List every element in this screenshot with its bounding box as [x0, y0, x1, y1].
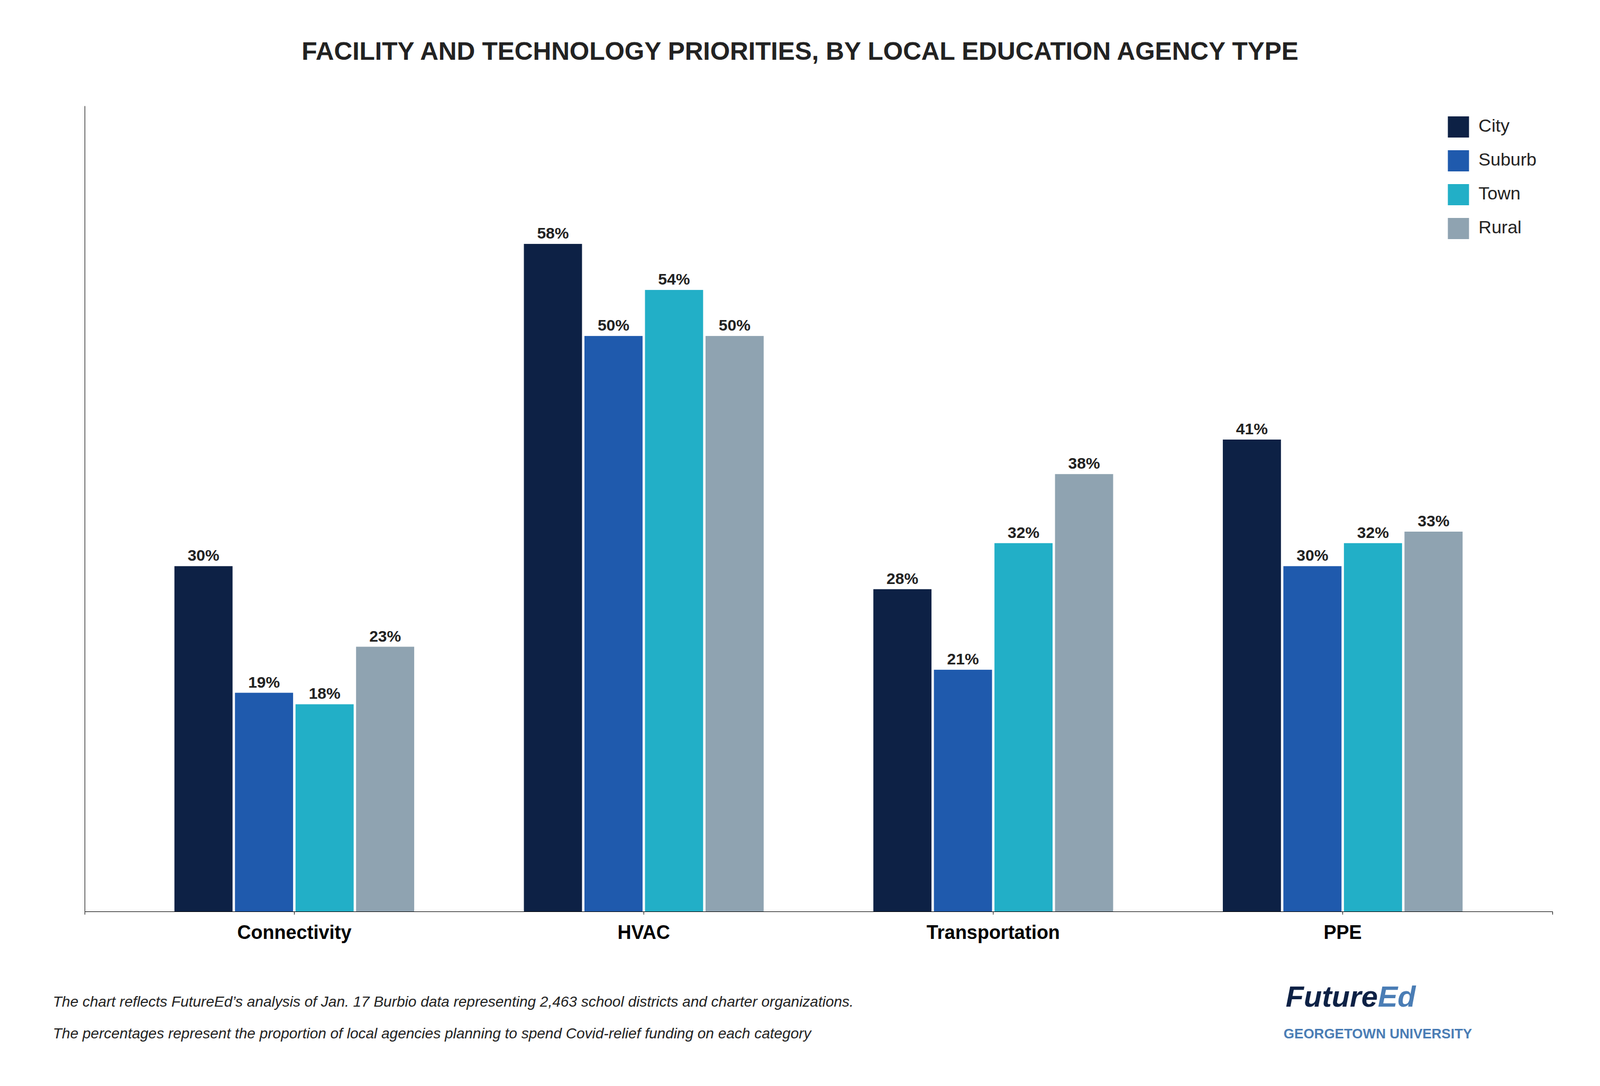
legend-item: Suburb	[1447, 149, 1537, 172]
bar	[234, 692, 294, 912]
x-tick-mark	[1342, 911, 1343, 915]
legend-item: Rural	[1447, 216, 1522, 240]
data-label: 50%	[597, 316, 630, 334]
data-label: 58%	[536, 224, 569, 242]
bar	[584, 335, 643, 912]
y-axis	[84, 106, 86, 912]
legend-swatch	[1447, 150, 1469, 172]
x-tick-mark	[294, 911, 295, 915]
bar	[1344, 543, 1403, 912]
bar-series	[174, 243, 1282, 912]
bar-series	[295, 289, 1403, 912]
x-tick: Transportation	[926, 911, 1060, 944]
data-label: 21%	[947, 650, 980, 668]
data-label: 23%	[369, 627, 401, 645]
bar	[1404, 531, 1463, 912]
bar-series	[355, 335, 1463, 912]
legend-item: Town	[1447, 183, 1521, 206]
data-label: 30%	[187, 546, 220, 564]
bar-series	[234, 335, 1342, 912]
bar	[523, 243, 582, 912]
logo-part: Future	[1285, 979, 1378, 1013]
x-axis: Connectivity HVAC Transportation PPE	[85, 911, 1553, 944]
x-tick-label: Transportation	[926, 921, 1060, 944]
data-label: 50%	[718, 316, 751, 334]
legend-label: Suburb	[1478, 149, 1537, 170]
data-label: 28%	[886, 569, 919, 588]
data-label: 38%	[1068, 454, 1101, 472]
bar	[705, 335, 764, 912]
legend-label: Town	[1478, 183, 1521, 204]
data-label: 19%	[248, 673, 280, 691]
footnote: The chart reflects FutureEd’s analysis o…	[52, 993, 854, 1010]
title: FACILITY AND TECHNOLOGY PRIORITIES, BY L…	[301, 37, 1299, 66]
x-tick-label: Connectivity	[236, 921, 352, 944]
y-axis-line	[84, 106, 86, 912]
legend-label: Rural	[1478, 216, 1522, 237]
bar	[1055, 473, 1114, 912]
legend-label: City	[1478, 115, 1510, 136]
bars	[174, 243, 1463, 912]
logo-part: Ed	[1377, 979, 1417, 1013]
x-tick: PPE	[1323, 911, 1362, 944]
bar	[994, 543, 1053, 912]
data-labels: 30% 58% 28% 41% 19% 50% 21% 30% 18% 54% 32% 32% 23% 5…	[187, 224, 1450, 702]
legend-item: City	[1447, 115, 1510, 138]
bar	[934, 669, 993, 912]
bar	[644, 289, 703, 912]
annotations: The chart reflects FutureEd’s analysis o…	[52, 979, 1472, 1042]
legend-swatch	[1447, 184, 1469, 206]
bar	[1283, 565, 1342, 912]
bar	[1222, 439, 1282, 912]
x-tick-label: HVAC	[617, 921, 670, 944]
legend-swatch	[1447, 217, 1469, 240]
data-label: 32%	[1007, 523, 1040, 542]
bar	[295, 704, 354, 912]
data-label: 54%	[657, 270, 690, 288]
bar	[873, 589, 932, 912]
bar	[174, 565, 233, 912]
chart: FACILITY AND TECHNOLOGY PRIORITIES, BY L…	[0, 0, 1600, 1086]
data-label: 18%	[308, 684, 341, 702]
x-tick-mark	[643, 911, 645, 915]
data-label: 30%	[1296, 546, 1329, 564]
x-tick: HVAC	[617, 911, 670, 944]
x-tick-label: PPE	[1323, 921, 1362, 944]
x-tick: Connectivity	[236, 911, 352, 944]
data-label: 41%	[1236, 419, 1268, 438]
footnote: The percentages represent the proportion…	[52, 1025, 813, 1042]
legend: City Suburb Town Rural	[1447, 115, 1537, 240]
data-label: 32%	[1357, 523, 1389, 542]
x-tick-mark	[992, 911, 994, 915]
data-label: 33%	[1417, 512, 1450, 530]
bar	[355, 646, 415, 912]
plot: 30% 58% 28% 41% 19% 50% 21% 30% 18% 54% 32% 32% 23% 5…	[85, 106, 1553, 944]
logo-subtitle: GEORGETOWN UNIVERSITY	[1283, 1025, 1472, 1042]
legend-swatch	[1447, 116, 1469, 138]
x-axis-line	[85, 911, 1553, 916]
